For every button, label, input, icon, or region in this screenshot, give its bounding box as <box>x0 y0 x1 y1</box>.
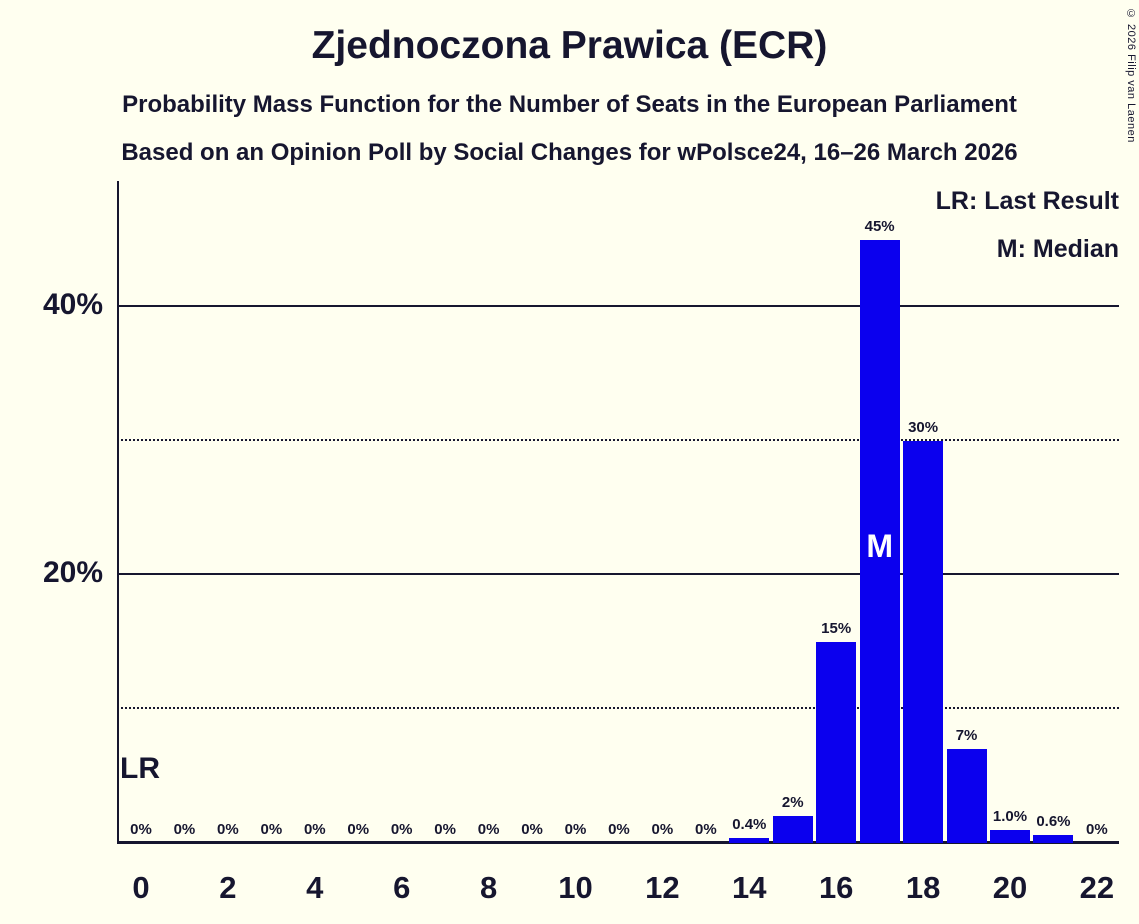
bar-label-seat-12: 0% <box>651 821 674 838</box>
bar-label-seat-14: 0.4% <box>732 815 767 833</box>
y-axis-label-20: 20% <box>42 556 103 589</box>
x-axis-line <box>117 841 1119 844</box>
x-axis-label-20: 20 <box>992 870 1028 905</box>
bar-label-seat-18: 30% <box>908 419 939 436</box>
legend-last-result: LR: Last Result <box>935 187 1119 215</box>
x-axis-label-14: 14 <box>732 870 767 905</box>
x-axis-label-0: 0 <box>132 870 150 905</box>
bar-seat-18 <box>903 441 944 843</box>
gridline-10pct <box>117 707 1119 709</box>
x-axis-label-22: 22 <box>1079 870 1115 905</box>
bar-label-seat-3: 0% <box>260 821 283 838</box>
x-axis-label-8: 8 <box>479 870 498 905</box>
gridline-40pct <box>117 305 1119 307</box>
legend-median: M: Median <box>996 235 1119 263</box>
bar-label-seat-5: 0% <box>347 821 370 838</box>
bar-label-seat-17: 45% <box>864 218 895 235</box>
bar-label-seat-4: 0% <box>303 821 326 838</box>
chart-subtitle-2: Based on an Opinion Poll by Social Chang… <box>121 139 1018 166</box>
bar-label-seat-8: 0% <box>477 821 500 838</box>
x-axis-label-6: 6 <box>393 870 411 905</box>
bar-label-seat-2: 0% <box>217 821 239 838</box>
chart-subtitle-1: Probability Mass Function for the Number… <box>122 91 1017 118</box>
bar-label-seat-20: 1.0% <box>992 807 1028 825</box>
bar-label-seat-9: 0% <box>521 821 543 838</box>
bar-seat-20 <box>990 829 1030 843</box>
copyright-notice: © 2026 Filip van Laenen <box>1125 8 1137 143</box>
bar-label-seat-19: 7% <box>955 727 978 745</box>
median-marker: M <box>866 528 893 564</box>
y-axis-line <box>117 181 119 843</box>
bar-seat-15 <box>772 816 813 843</box>
bar-seat-16 <box>816 642 857 843</box>
bar-label-seat-10: 0% <box>564 821 587 838</box>
bar-seat-19 <box>946 749 987 843</box>
y-axis-label-40: 40% <box>42 288 103 321</box>
bar-label-seat-21: 0.6% <box>1036 812 1071 830</box>
x-axis-label-18: 18 <box>905 870 941 905</box>
bar-seat-14 <box>729 837 770 843</box>
gridline-20pct <box>117 573 1119 575</box>
bar-label-seat-0: 0% <box>130 821 152 838</box>
bar-seat-21 <box>1033 834 1074 843</box>
bar-label-seat-15: 2% <box>781 794 804 812</box>
x-axis-label-10: 10 <box>558 870 593 905</box>
bar-label-seat-1: 0% <box>173 821 196 838</box>
bar-label-seat-13: 0% <box>695 821 717 838</box>
bar-seat-17 <box>859 240 900 843</box>
page-title: Zjednoczona Prawica (ECR) <box>311 24 828 67</box>
bar-label-seat-11: 0% <box>608 821 630 838</box>
bar-label-seat-16: 15% <box>821 620 852 637</box>
x-axis-label-2: 2 <box>219 870 237 905</box>
x-axis-label-16: 16 <box>818 870 854 905</box>
bar-label-seat-22: 0% <box>1086 821 1108 838</box>
bar-label-seat-7: 0% <box>434 821 456 838</box>
bar-label-seat-6: 0% <box>390 821 413 838</box>
last-result-label: LR <box>120 752 160 785</box>
x-axis-label-4: 4 <box>306 870 324 905</box>
gridline-30pct <box>117 439 1119 441</box>
x-axis-label-12: 12 <box>645 870 680 905</box>
